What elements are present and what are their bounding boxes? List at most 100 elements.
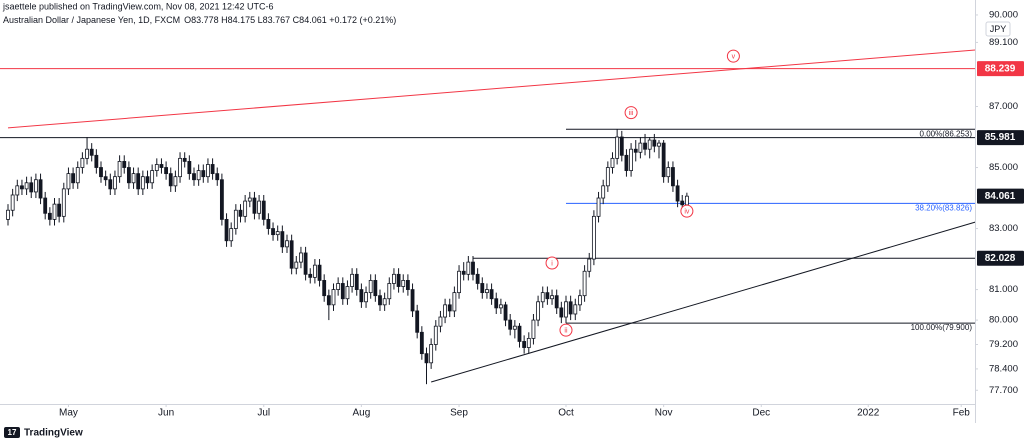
candle-body: [131, 173, 136, 184]
candle-body: [545, 292, 550, 300]
price-box: [977, 188, 1024, 204]
y-tick-label: 90.000: [989, 9, 1018, 20]
candle-body: [401, 280, 406, 287]
candle-body: [145, 176, 150, 184]
candle-body: [503, 304, 508, 321]
candle-body: [261, 200, 266, 220]
candle-body: [154, 164, 159, 171]
candle-body: [159, 164, 164, 168]
candle-body: [568, 301, 573, 315]
candle-body: [354, 273, 359, 290]
candle-body: [452, 292, 457, 312]
candle-body: [392, 273, 396, 284]
wave-circle: [680, 204, 694, 218]
candle-body: [299, 252, 303, 263]
candle-body: [447, 304, 452, 312]
candle-body: [178, 157, 182, 178]
svg-text:17: 17: [8, 428, 17, 437]
candle-body: [526, 337, 531, 348]
wave-circle: [559, 323, 573, 337]
candle-body: [508, 319, 513, 330]
candle-body: [522, 341, 527, 348]
wave-label: ii: [564, 328, 568, 335]
footer-logo: 17: [4, 427, 20, 438]
candle-body: [629, 148, 634, 171]
price-box: [977, 61, 1024, 77]
candle-body: [99, 167, 103, 178]
candle-body: [564, 301, 568, 318]
candle-body: [303, 252, 308, 275]
candle-body: [136, 173, 141, 190]
x-tick-label: Aug: [352, 408, 370, 419]
candle-body: [466, 261, 471, 275]
y-tick-label: 80.000: [989, 315, 1018, 326]
candle-body: [331, 289, 336, 306]
candle-body: [415, 310, 420, 333]
candle-body: [438, 316, 443, 327]
y-tick-label: 85.000: [989, 162, 1018, 173]
candle-body: [471, 261, 475, 275]
candle-body: [285, 240, 289, 248]
candle-body: [410, 289, 415, 312]
candle-body: [498, 304, 503, 309]
candle-body: [210, 164, 215, 175]
candle-body: [461, 270, 466, 275]
candle-body: [150, 170, 155, 184]
y-tick-label: 78.400: [989, 363, 1018, 374]
candle-body: [638, 142, 643, 153]
candle-body: [24, 182, 29, 190]
candle-body: [647, 139, 652, 150]
candle-body: [489, 289, 494, 300]
candle-body: [247, 197, 252, 202]
candle-body: [624, 154, 629, 171]
candle-body: [387, 283, 392, 300]
candle-body: [540, 292, 545, 303]
fib-label: 100.00%(79.900): [911, 323, 973, 332]
candle-body: [206, 164, 210, 178]
y-tick-label: 87.000: [989, 101, 1018, 112]
candle-body: [33, 179, 38, 193]
candle-body: [140, 176, 145, 190]
candle-body: [312, 264, 317, 278]
symbol-title: Australian Dollar / Japanese Yen, 1D, FX…: [3, 15, 180, 25]
wave-circle: [624, 106, 638, 120]
candle-body: [684, 195, 689, 206]
candle-body: [322, 280, 327, 297]
candle-body: [229, 228, 234, 242]
candle-body: [680, 200, 685, 206]
plot: 0.00%(86.253) 38.20%(83.826) 100.00%(79.90…: [0, 49, 976, 385]
x-tick-label: 2022: [857, 408, 880, 419]
candle-body: [215, 173, 220, 181]
candle-body: [126, 167, 131, 184]
candle-body: [480, 283, 485, 294]
wave-label: i: [551, 260, 553, 267]
y-tick-label: 79.200: [989, 339, 1018, 350]
x-tick-label: Jul: [257, 408, 270, 419]
candle-body: [80, 157, 85, 168]
candle-body: [108, 179, 113, 190]
candle-body: [10, 194, 15, 211]
candle-body: [326, 295, 331, 306]
candle-body: [243, 200, 248, 217]
candle-body: [94, 154, 99, 168]
candle-body: [643, 142, 647, 150]
candle-body: [257, 200, 262, 214]
quote: O83.778 H84.175 L83.767 C84.061 +0.172 (…: [184, 15, 396, 25]
candle-body: [196, 170, 201, 181]
candle-body: [294, 261, 299, 269]
candle-body: [345, 286, 350, 300]
candle-body: [419, 331, 424, 355]
candle-body: [43, 197, 48, 214]
y-tick-label: 83.000: [989, 223, 1018, 234]
candle-body: [192, 173, 196, 181]
wave-label: iii: [629, 110, 634, 117]
currency-box: [985, 21, 1011, 37]
candle-body: [201, 170, 206, 178]
candle-body: [675, 185, 680, 202]
candle-body: [103, 176, 108, 181]
candle-body: [596, 197, 601, 217]
candle-body: [271, 228, 275, 236]
candle-body: [531, 319, 536, 339]
candle-body: [364, 292, 368, 303]
